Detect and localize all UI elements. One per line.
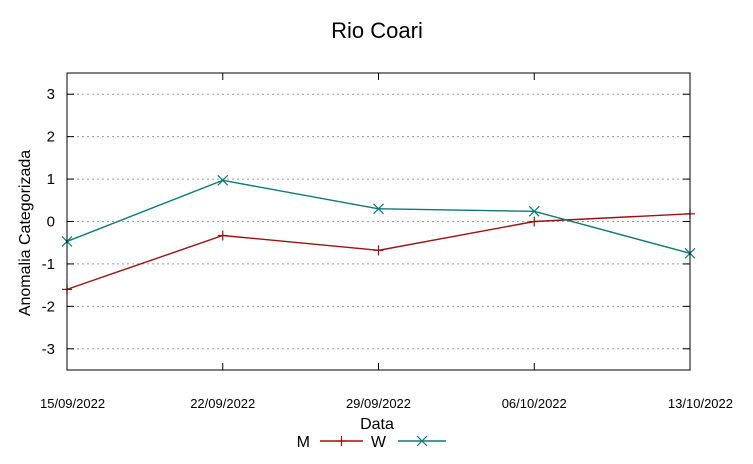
x-axis-label: Data [360,416,394,433]
y-tick-label: 3 [47,86,55,103]
chart-title: Rio Coari [331,18,423,43]
plot-frame [66,72,691,371]
data-point-m [373,245,384,256]
legend-item-m: M [297,434,363,451]
data-point-w [217,174,229,186]
series-line-w [66,179,691,254]
y-axis-ticks: 3 2 1 0 -1 -2 -3 [42,86,690,358]
legend-marker [336,436,347,446]
y-tick-label: -2 [42,298,55,315]
legend-label: W [371,434,387,451]
data-point-m [529,216,540,227]
y-axis-label: Anomalia Categorizada [17,150,34,316]
x-tick-label: 29/09/2022 [346,396,411,411]
x-axis-ticks: 15/09/2022 22/09/2022 29/09/2022 06/10/2022… [40,73,733,411]
y-tick-label: 2 [47,129,55,146]
x-tick-label: 22/09/2022 [190,396,255,411]
marker-stroke [416,435,428,447]
marker-stroke [528,205,540,217]
legend-marker [416,435,428,447]
y-tick-label: -3 [42,341,55,358]
y-tick-label: 1 [47,171,55,188]
data-point-w [373,203,384,215]
y-tick-label: 0 [47,214,55,231]
legend-label: M [297,434,310,451]
marker-stroke [373,203,384,215]
legend-item-w: W [371,434,446,451]
x-tick-label: 13/10/2022 [668,396,733,411]
x-tick-label: 15/09/2022 [40,396,105,411]
marker-stroke [217,174,229,186]
grid-lines [67,93,690,350]
series-lines [61,174,696,295]
data-point-w [528,205,540,217]
y-tick-label: -1 [42,256,55,273]
x-tick-label: 06/10/2022 [502,396,567,411]
data-point-m [217,230,228,241]
